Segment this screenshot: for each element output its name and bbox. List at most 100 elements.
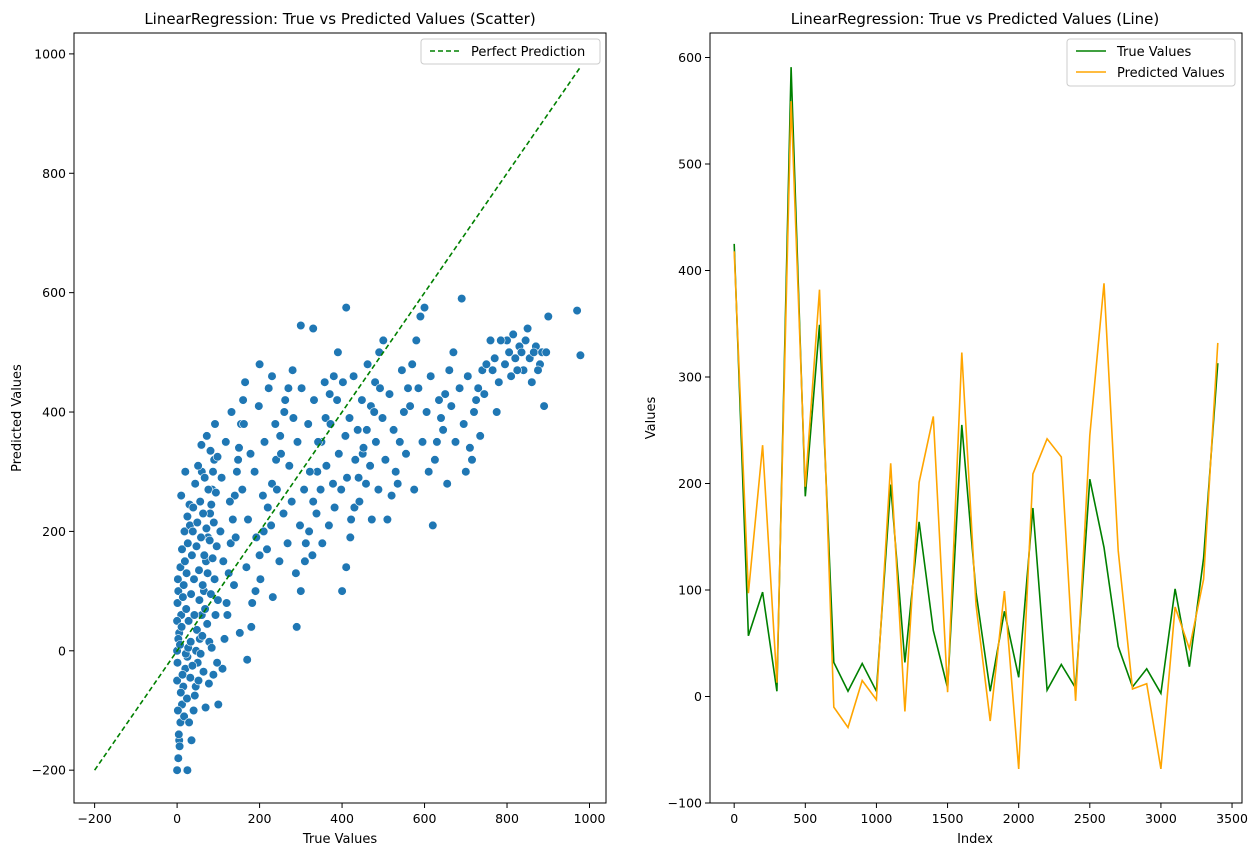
scatter-point (206, 589, 216, 599)
scatter-point (192, 517, 202, 528)
scatter-y-ticks: −200 0 200 400 600 800 1000 (32, 46, 74, 778)
scatter-point (329, 371, 339, 381)
scatter-point (182, 568, 192, 578)
predicted-values-line (733, 101, 1219, 770)
scatter-point (316, 485, 326, 495)
scatter-point (205, 535, 215, 546)
scatter-point (264, 383, 274, 393)
scatter-point (200, 473, 210, 483)
scatter-point (193, 675, 204, 686)
scatter-point (303, 419, 313, 429)
scatter-point (520, 335, 531, 346)
scatter-point (225, 497, 235, 507)
scatter-point (529, 347, 539, 357)
scatter-point (174, 729, 184, 740)
scatter-point (325, 389, 335, 399)
scatter-point (189, 610, 199, 620)
line-x-ticks: 0 500 1000 1500 2000 2500 3000 3500 (730, 803, 1248, 826)
scatter-point (337, 586, 347, 596)
scatter-point (268, 592, 278, 602)
scatter-point (384, 389, 395, 399)
scatter-point (371, 437, 381, 447)
scatter-point (533, 365, 543, 375)
scatter-y-tick-label: −200 (32, 763, 66, 778)
scatter-point (231, 532, 241, 543)
scatter-point (186, 735, 197, 745)
scatter-point (353, 425, 363, 435)
scatter-point (506, 371, 516, 381)
scatter-point (234, 443, 244, 453)
scatter-point (305, 467, 315, 477)
predicted-values-legend-label: Predicted Values (1117, 66, 1225, 81)
scatter-point (313, 437, 323, 447)
scatter-point (307, 550, 318, 560)
scatter-point (527, 377, 537, 387)
scatter-point (201, 523, 211, 534)
line-legend-box (1066, 38, 1236, 87)
scatter-point (186, 589, 196, 599)
line-x-tick-label: 1000 (861, 811, 893, 826)
scatter-point (226, 407, 237, 417)
scatter-point (442, 479, 452, 489)
scatter-point (212, 452, 223, 462)
scatter-point (461, 467, 471, 477)
scatter-point (321, 461, 332, 471)
scatter-point (219, 634, 230, 644)
scatter-point (245, 449, 256, 459)
scatter-point (397, 365, 407, 375)
scatter-point (215, 526, 225, 537)
scatter-point (304, 526, 314, 537)
scatter-point (481, 359, 492, 369)
scatter-point (575, 350, 586, 360)
scatter-point (377, 413, 388, 423)
scatter-point (182, 765, 192, 775)
scatter-point (173, 574, 183, 584)
scatter-point (508, 329, 518, 340)
scatter-point (349, 371, 359, 381)
scatter-point (516, 347, 527, 357)
line-y-tick-label: −100 (668, 796, 702, 811)
scatter-point (198, 580, 208, 590)
scatter-point (178, 592, 188, 602)
scatter-point (258, 491, 268, 501)
scatter-point (237, 485, 247, 495)
line-axes-frame (709, 32, 1243, 804)
scatter-point (210, 419, 220, 429)
scatter-point (221, 437, 231, 447)
scatter-y-label: Predicted Values (10, 364, 25, 472)
scatter-point (475, 431, 485, 441)
scatter-point (278, 508, 289, 519)
scatter-point (436, 413, 446, 423)
scatter-point (210, 574, 220, 584)
scatter-point (321, 413, 331, 423)
scatter-point (308, 323, 318, 334)
scatter-point (175, 741, 185, 751)
scatter-point (276, 449, 286, 459)
scatter-point (177, 622, 187, 632)
scatter-point (490, 353, 500, 363)
scatter-point (173, 753, 183, 763)
scatter-point (301, 538, 311, 548)
scatter-point (367, 514, 377, 525)
scatter-point (183, 538, 193, 548)
scatter-point (395, 437, 405, 447)
scatter-point (317, 538, 327, 548)
scatter-point (239, 419, 249, 429)
line-plot: LinearRegression: True vs Predicted Valu… (644, 10, 1248, 847)
scatter-point (492, 407, 502, 417)
scatter-point (266, 520, 276, 531)
scatter-point (411, 335, 421, 346)
scatter-point (288, 365, 298, 375)
scatter-point (362, 425, 372, 435)
scatter-point (188, 526, 198, 537)
scatter-point (184, 616, 194, 626)
scatter-point (235, 628, 245, 638)
scatter-point (255, 359, 265, 369)
scatter-point (210, 610, 221, 620)
scatter-y-tick-label: 400 (42, 405, 66, 420)
scatter-point (283, 538, 293, 548)
line-x-tick-label: 1500 (932, 811, 964, 826)
scatter-point (469, 407, 479, 417)
scatter-point (358, 443, 369, 453)
